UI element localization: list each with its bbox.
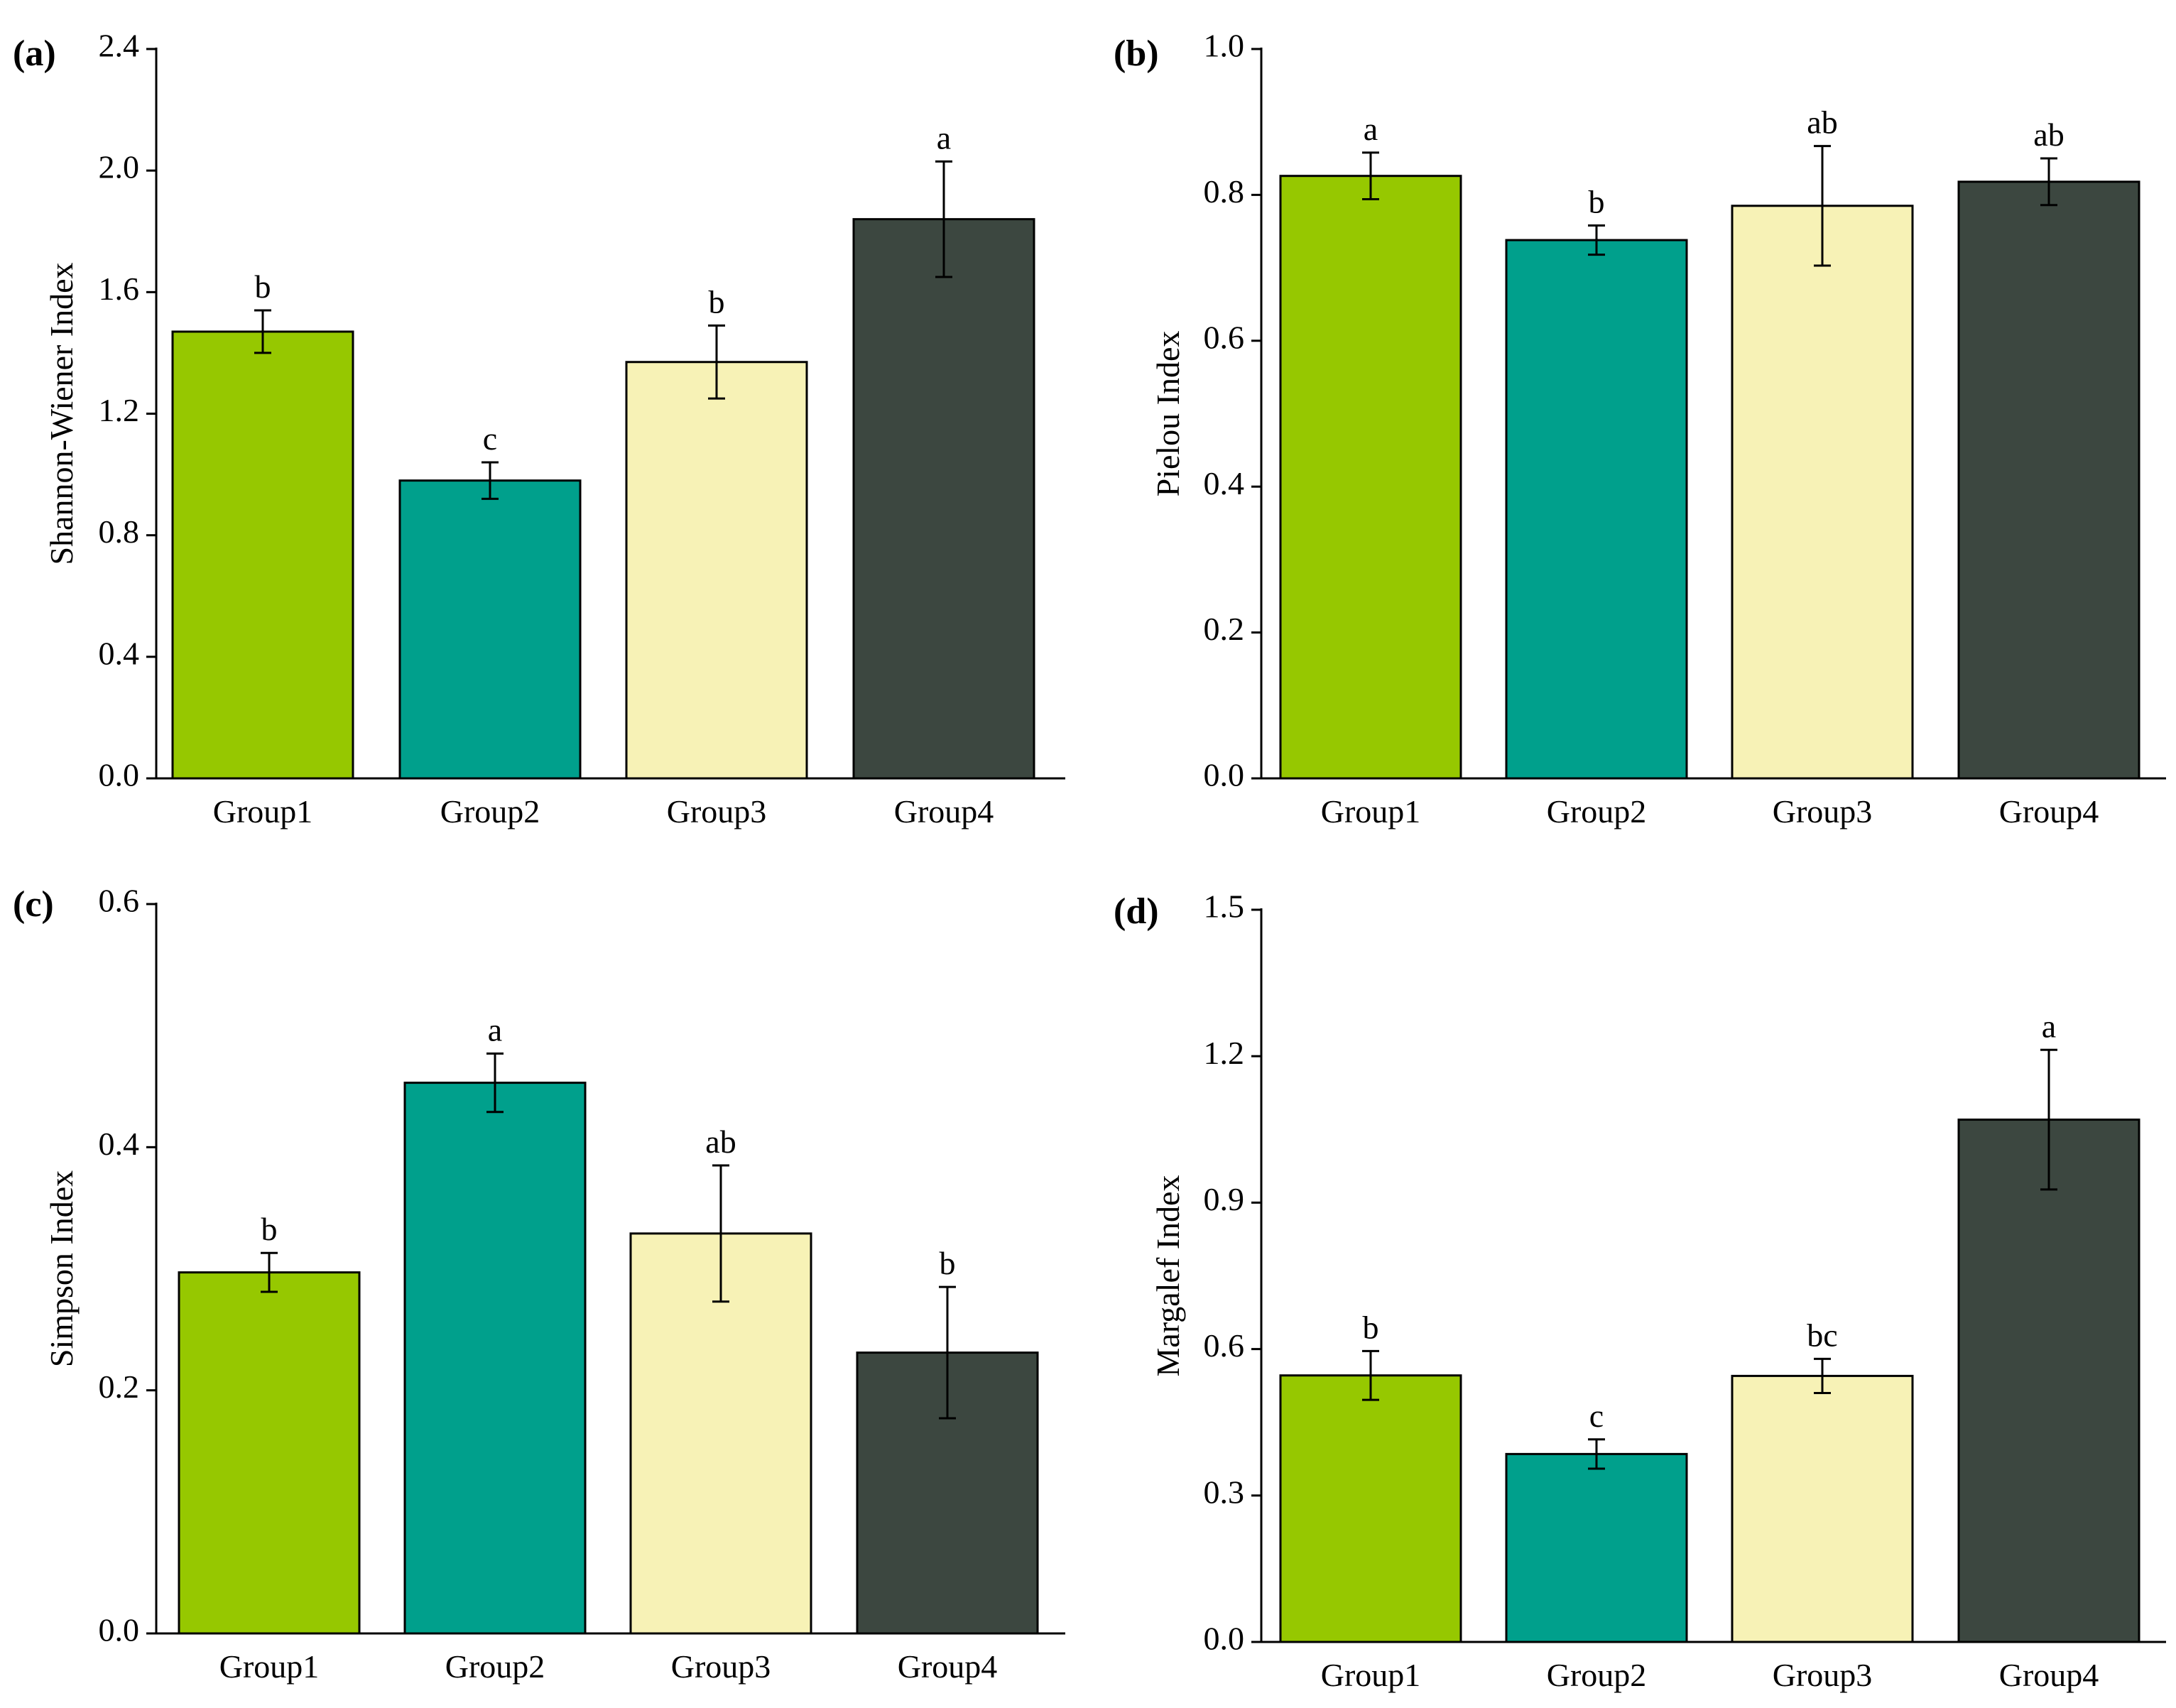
panel-c: (c) b Group1 a Group2 ab Group3 b Group4 0.0 0.2 0.… <box>13 883 1065 1685</box>
y-tick-label: 0.4 <box>1204 465 1245 501</box>
x-tick-label: Group2 <box>1547 793 1647 829</box>
significance-label: a <box>2042 1008 2056 1044</box>
x-tick-label: Group3 <box>1773 793 1873 829</box>
x-tick-label: Group3 <box>1773 1657 1873 1693</box>
significance-label: c <box>1589 1398 1604 1434</box>
y-tick-label: 2.4 <box>99 28 140 64</box>
y-tick-label: 0.0 <box>99 1612 140 1648</box>
significance-label: bc <box>1807 1317 1837 1353</box>
bar-group1 <box>179 1273 359 1633</box>
panel-label: (a) <box>13 33 56 74</box>
panel-label: (d) <box>1114 891 1159 932</box>
y-tick-label: 0.8 <box>99 513 140 550</box>
bar-group1 <box>1280 176 1461 778</box>
bar-group4 <box>1959 1120 2139 1642</box>
y-axis-label: Margalef Index <box>1150 1175 1186 1377</box>
y-axis-label: Pielou Index <box>1150 331 1186 497</box>
figure: (a) b Group1 c Group2 b Group3 a Group4 0.0 0.4 0.8… <box>0 0 2176 1708</box>
x-tick-label: Group1 <box>219 1648 320 1685</box>
bar-group3 <box>1732 206 1913 778</box>
panel-d: (d) b Group1 c Group2 bc Group3 a Group4 0.0 0.3 0.… <box>1114 888 2166 1693</box>
y-tick-label: 0.0 <box>1204 757 1245 793</box>
y-tick-label: 0.2 <box>1204 611 1245 647</box>
significance-label: b <box>940 1245 956 1281</box>
bar-group3 <box>1732 1376 1913 1642</box>
y-tick-label: 0.6 <box>1204 1327 1245 1364</box>
significance-label: b <box>261 1211 278 1247</box>
x-tick-label: Group3 <box>671 1648 771 1685</box>
y-tick-label: 0.4 <box>99 635 140 671</box>
bar-group1 <box>173 332 353 778</box>
significance-label: b <box>1363 1309 1379 1345</box>
significance-label: c <box>483 420 497 457</box>
bar-group2 <box>1506 240 1687 778</box>
y-tick-label: 0.3 <box>1204 1474 1245 1510</box>
x-tick-label: Group2 <box>1547 1657 1647 1693</box>
bar-group4 <box>854 219 1034 778</box>
y-tick-label: 0.0 <box>99 757 140 793</box>
y-tick-label: 0.6 <box>1204 319 1245 355</box>
y-tick-label: 1.6 <box>99 271 140 307</box>
panel-a: (a) b Group1 c Group2 b Group3 a Group4 0.0 0.4 0.8… <box>13 28 1065 829</box>
bar-group2 <box>400 481 580 778</box>
panel-label: (c) <box>13 884 54 925</box>
bar-group3 <box>626 362 807 778</box>
x-tick-label: Group2 <box>445 1648 545 1685</box>
significance-label: a <box>1364 111 1378 147</box>
panel-label: (b) <box>1114 33 1159 74</box>
y-tick-label: 2.0 <box>99 149 140 185</box>
bar-group4 <box>1959 182 2139 778</box>
y-axis-label: Shannon-Wiener Index <box>43 262 80 565</box>
significance-label: ab <box>2033 116 2064 153</box>
y-tick-label: 1.5 <box>1204 888 1245 925</box>
significance-label: b <box>709 283 725 320</box>
x-tick-label: Group1 <box>213 793 313 829</box>
y-tick-label: 0.6 <box>99 883 140 919</box>
x-tick-label: Group2 <box>440 793 540 829</box>
x-tick-label: Group4 <box>894 793 994 829</box>
significance-label: ab <box>705 1124 736 1160</box>
x-tick-label: Group1 <box>1321 793 1421 829</box>
bar-group1 <box>1280 1376 1461 1642</box>
significance-label: a <box>488 1012 502 1048</box>
significance-label: b <box>1589 184 1605 220</box>
y-tick-label: 0.4 <box>99 1126 140 1162</box>
y-tick-label: 1.2 <box>1204 1035 1245 1071</box>
significance-label: b <box>255 268 271 305</box>
x-tick-label: Group3 <box>667 793 767 829</box>
y-tick-label: 0.8 <box>1204 173 1245 210</box>
panel-b: (b) a Group1 b Group2 ab Group3 ab Group4 0.0 0.2 0… <box>1114 28 2166 829</box>
x-tick-label: Group4 <box>898 1648 998 1685</box>
x-tick-label: Group1 <box>1321 1657 1421 1693</box>
y-tick-label: 1.0 <box>1204 28 1245 64</box>
x-tick-label: Group4 <box>1999 1657 2099 1693</box>
x-tick-label: Group4 <box>1999 793 2099 829</box>
y-axis-label: Simpson Index <box>43 1170 80 1367</box>
y-tick-label: 0.0 <box>1204 1621 1245 1657</box>
significance-label: a <box>937 119 951 156</box>
y-tick-label: 1.2 <box>99 392 140 428</box>
bar-group2 <box>1506 1454 1687 1642</box>
significance-label: ab <box>1807 104 1837 141</box>
y-tick-label: 0.2 <box>99 1369 140 1405</box>
y-tick-label: 0.9 <box>1204 1181 1245 1217</box>
bar-group2 <box>405 1083 585 1633</box>
